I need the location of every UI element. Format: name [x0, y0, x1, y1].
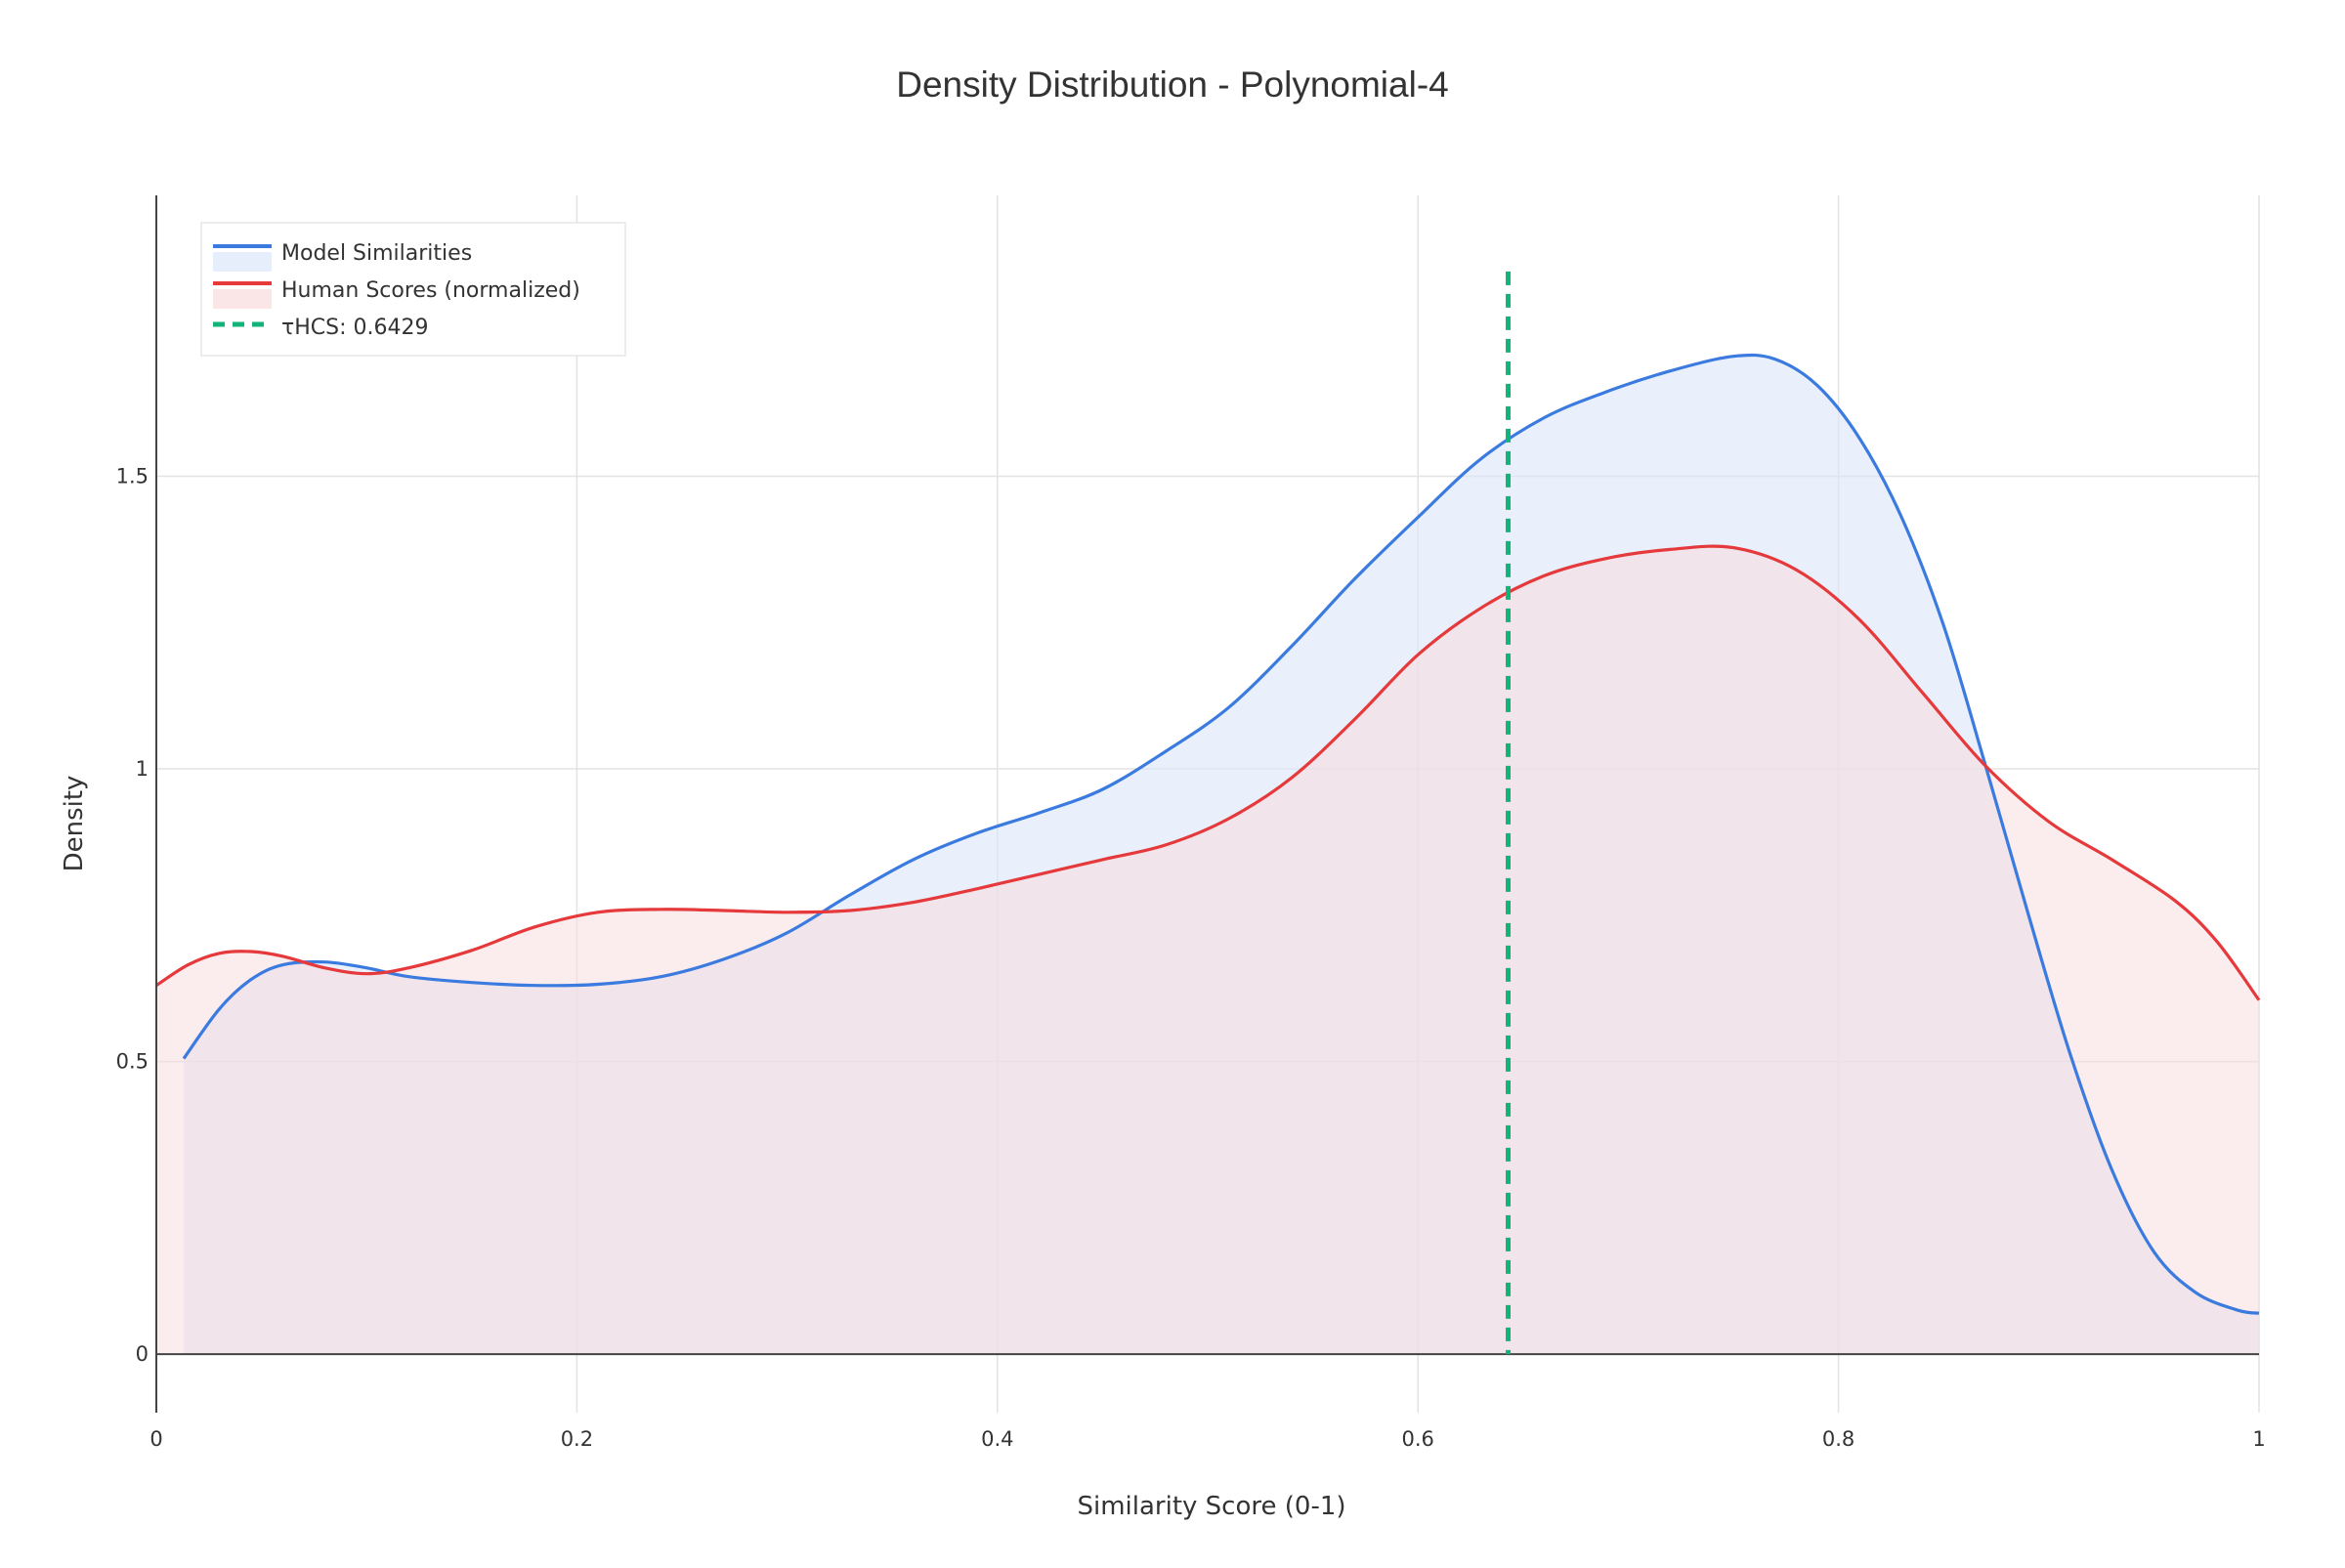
legend-label-model: Model Similarities	[281, 241, 472, 266]
y-tick-label: 1	[136, 757, 149, 781]
y-tick-label: 0.5	[116, 1050, 149, 1074]
x-axis-title: Similarity Score (0-1)	[1077, 1492, 1345, 1521]
legend: Model Similarities Human Scores (normali…	[200, 222, 626, 357]
x-tick-label: 0.6	[1401, 1427, 1433, 1451]
y-tick-label: 1.5	[116, 465, 149, 488]
series-line-1	[155, 544, 2261, 1001]
legend-label-threshold: τHCS: 0.6429	[281, 316, 429, 340]
legend-fill-human-swatch	[213, 289, 272, 309]
x-tick-label: 1	[2252, 1427, 2265, 1451]
legend-box	[200, 222, 626, 357]
legend-fill-model-swatch	[213, 252, 272, 272]
y-tick-label: 0	[136, 1342, 149, 1366]
series-line-0	[182, 353, 2260, 1315]
x-tick-label: 0.4	[981, 1427, 1013, 1451]
axes: 0 0.2 0.4 0.6 0.8 1 0 0.5 1 1.5	[116, 195, 2266, 1451]
x-tick-label: 0.2	[561, 1427, 593, 1451]
x-tick-label: 0	[149, 1427, 162, 1451]
x-tick-label: 0.8	[1822, 1427, 1855, 1451]
legend-label-human: Human Scores (normalized)	[281, 278, 580, 303]
series-area-1	[156, 546, 2259, 1355]
series-lines	[155, 353, 2261, 1315]
area-fills	[156, 355, 2259, 1355]
y-axis-title: Density	[60, 776, 89, 872]
chart-title: Density Distribution - Polynomial-4	[896, 64, 1448, 105]
